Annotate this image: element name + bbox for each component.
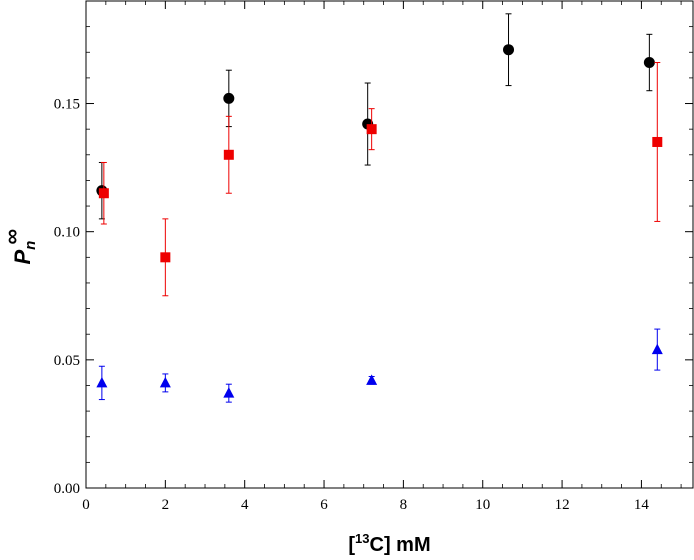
x-axis-title-suffix: C] mM <box>370 534 431 556</box>
x-tick-label: 2 <box>162 497 170 513</box>
data-point-circle <box>643 57 655 69</box>
series-circle <box>96 13 655 220</box>
x-tick-label: 6 <box>320 497 328 513</box>
axis-tick-labels: 0 2 4 6 8 10 12 14 0.00 0.05 0.10 0.15 <box>54 97 650 513</box>
data-point-circle <box>223 92 235 104</box>
data-point-triangle <box>159 376 171 388</box>
data-point-square <box>652 136 663 147</box>
data-point-square <box>160 252 171 263</box>
y-axis-title: Pn∞ <box>0 229 39 265</box>
data-point-triangle <box>366 374 378 385</box>
y-axis-title-superscript: ∞ <box>0 229 24 245</box>
plot-frame <box>85 0 694 489</box>
y-tick-label: 0.15 <box>54 97 80 113</box>
x-axis-title-superscript: 13 <box>355 531 369 546</box>
x-tick-label: 8 <box>400 497 408 513</box>
data-point-triangle <box>223 387 235 398</box>
y-axis-title-subscript: n <box>22 241 39 250</box>
series-square <box>98 62 663 297</box>
x-tick-label: 0 <box>82 497 90 513</box>
data-point-square <box>223 149 234 160</box>
data-point-circle <box>503 44 515 56</box>
data-point-square <box>98 188 109 199</box>
x-tick-label: 14 <box>634 497 650 513</box>
data-point-triangle <box>651 343 663 355</box>
y-axis-title-main: P <box>10 250 35 265</box>
data-point-square <box>366 124 377 135</box>
data-series <box>96 13 663 403</box>
x-tick-label: 4 <box>241 497 249 513</box>
data-point-triangle <box>96 376 108 388</box>
y-tick-label: 0.05 <box>54 353 80 369</box>
series-triangle <box>96 328 663 403</box>
x-axis-title: [13C] mM <box>348 531 430 556</box>
x-tick-label: 10 <box>475 497 490 513</box>
y-tick-label: 0.00 <box>54 481 80 497</box>
x-axis-title-prefix: [ <box>348 534 355 556</box>
axis-ticks <box>85 0 693 489</box>
x-tick-label: 12 <box>555 497 570 513</box>
y-tick-label: 0.10 <box>54 225 80 241</box>
